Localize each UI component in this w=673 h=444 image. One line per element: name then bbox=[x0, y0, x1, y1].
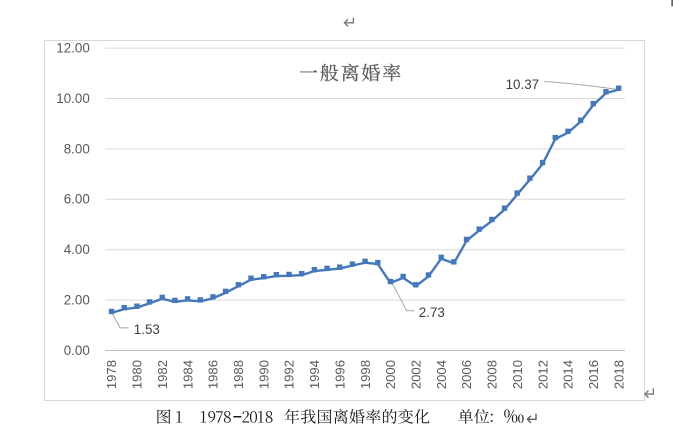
svg-text:1994: 1994 bbox=[307, 360, 322, 389]
svg-text:2004: 2004 bbox=[434, 360, 449, 389]
svg-text:1990: 1990 bbox=[256, 360, 271, 389]
svg-text:4.00: 4.00 bbox=[64, 242, 90, 257]
svg-text:1.53: 1.53 bbox=[134, 322, 160, 337]
svg-text:10.00: 10.00 bbox=[56, 91, 90, 106]
svg-text:2.73: 2.73 bbox=[419, 305, 445, 320]
svg-text:2018: 2018 bbox=[611, 360, 626, 389]
svg-text:1980: 1980 bbox=[130, 360, 145, 389]
svg-text:2002: 2002 bbox=[409, 360, 424, 389]
svg-text:1982: 1982 bbox=[155, 360, 170, 389]
svg-text:10.37: 10.37 bbox=[506, 77, 540, 92]
svg-text:2008: 2008 bbox=[485, 360, 500, 389]
svg-text:0.00: 0.00 bbox=[64, 343, 90, 358]
svg-text:1996: 1996 bbox=[332, 360, 347, 389]
svg-text:1992: 1992 bbox=[282, 360, 297, 389]
svg-text:2012: 2012 bbox=[535, 360, 550, 389]
svg-text:8.00: 8.00 bbox=[64, 141, 90, 156]
svg-text:1984: 1984 bbox=[180, 360, 195, 389]
svg-text:1986: 1986 bbox=[206, 360, 221, 389]
svg-text:6.00: 6.00 bbox=[64, 192, 90, 207]
svg-text:2006: 2006 bbox=[459, 360, 474, 389]
svg-text:1998: 1998 bbox=[358, 360, 373, 389]
svg-text:2010: 2010 bbox=[510, 360, 525, 389]
svg-text:1988: 1988 bbox=[231, 360, 246, 389]
svg-text:2.00: 2.00 bbox=[64, 293, 90, 308]
svg-text:2016: 2016 bbox=[586, 360, 601, 389]
svg-text:2014: 2014 bbox=[561, 360, 576, 389]
svg-text:12.00: 12.00 bbox=[56, 41, 90, 56]
svg-text:1978: 1978 bbox=[104, 360, 119, 389]
svg-text:2000: 2000 bbox=[383, 360, 398, 389]
